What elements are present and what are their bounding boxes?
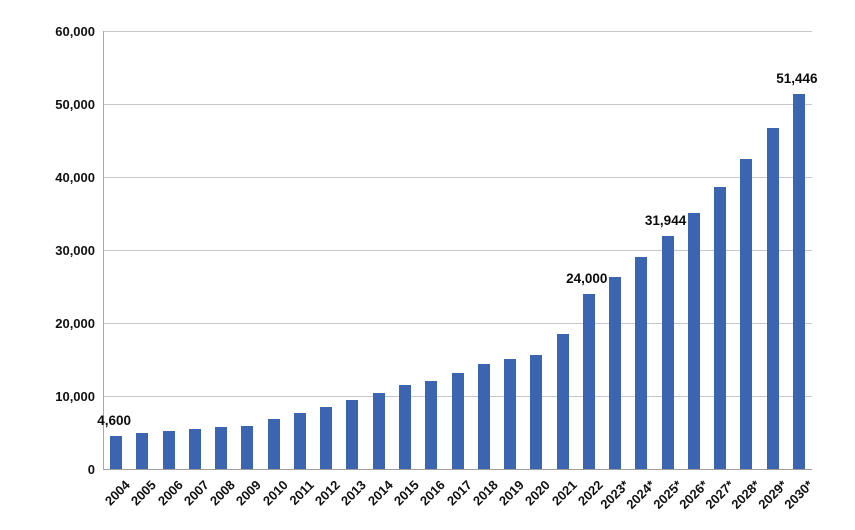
bar-2019	[504, 359, 517, 470]
bar-2030	[792, 93, 805, 470]
x-tick-label: 2004	[101, 477, 134, 509]
x-axis-line	[103, 469, 812, 470]
bar-2026	[687, 212, 700, 470]
bar-2009	[241, 425, 254, 470]
bar-2005	[136, 432, 149, 470]
y-tick-label: 0	[87, 462, 95, 477]
bar-2015	[398, 385, 411, 470]
gridline	[103, 249, 812, 251]
x-tick-label: 2014	[364, 477, 396, 509]
x-tick-label: 2005	[128, 477, 160, 509]
bar-2011	[293, 413, 306, 470]
gridline	[103, 30, 812, 32]
bar-2006	[162, 431, 175, 470]
gridline	[103, 176, 812, 178]
y-tick-label: 10,000	[55, 388, 95, 404]
x-tick-label: 2020	[522, 477, 554, 509]
gridline	[103, 322, 812, 324]
bar-2023	[609, 276, 622, 470]
bar-value-label-2030: 51,446	[776, 70, 818, 86]
bar-2024	[635, 257, 648, 470]
bar-2018	[477, 364, 490, 470]
bar-2021	[556, 333, 569, 470]
x-tick-label: 2018	[469, 477, 501, 509]
x-tick-label: 2008	[206, 477, 239, 509]
bar-2007	[188, 429, 201, 470]
y-tick-label: 50,000	[55, 96, 95, 112]
bar-2004	[110, 435, 123, 470]
x-tick-label: 2012	[312, 477, 344, 509]
x-tick-label: 2025*	[649, 477, 685, 512]
x-tick-label: 2027*	[702, 477, 737, 512]
bar-2014	[372, 392, 385, 470]
bar-2017	[451, 373, 464, 470]
bar-2025	[661, 236, 674, 470]
bar-2013	[346, 400, 359, 470]
x-tick-label: 2016	[417, 477, 449, 509]
x-tick-label: 2028*	[728, 477, 764, 512]
bar-2008	[215, 427, 228, 470]
x-tick-label: 2030*	[781, 477, 816, 512]
x-tick-label: 2007	[180, 477, 212, 509]
x-tick-label: 2024*	[623, 477, 659, 512]
bar-2028	[740, 158, 753, 470]
x-tick-label: 2019	[495, 477, 527, 509]
y-axis-line	[103, 31, 104, 470]
y-tick-label: 30,000	[55, 242, 95, 258]
x-tick-label: 2029*	[754, 477, 790, 512]
x-tick-label: 2011	[286, 477, 317, 508]
x-tick-label: 2023*	[597, 477, 632, 512]
x-tick-label: 2013	[338, 477, 370, 509]
bar-2016	[425, 381, 438, 470]
x-tick-label: 2026*	[676, 477, 711, 512]
bar-2027	[714, 187, 727, 470]
bar-value-label-2025: 31,944	[644, 213, 687, 229]
x-tick-label: 2006	[154, 477, 186, 509]
y-tick-label: 60,000	[55, 23, 95, 39]
gridline	[103, 103, 812, 105]
bar-value-label-2022: 24,000	[566, 271, 608, 287]
bar-2012	[320, 406, 333, 470]
x-tick-label: 2015	[390, 477, 422, 509]
bar-2010	[267, 419, 280, 470]
x-tick-label: 2009	[233, 477, 265, 509]
x-tick-label: 2017	[443, 477, 475, 509]
bar-value-label-2004: 4,600	[97, 412, 132, 428]
bar-2029	[766, 127, 779, 470]
y-tick-label: 40,000	[55, 169, 95, 185]
y-tick-label: 20,000	[55, 315, 95, 331]
bar-2022	[582, 294, 595, 470]
x-tick-label: 2021	[548, 477, 580, 509]
x-tick-label: 2010	[259, 477, 291, 509]
bar-2020	[530, 355, 543, 470]
